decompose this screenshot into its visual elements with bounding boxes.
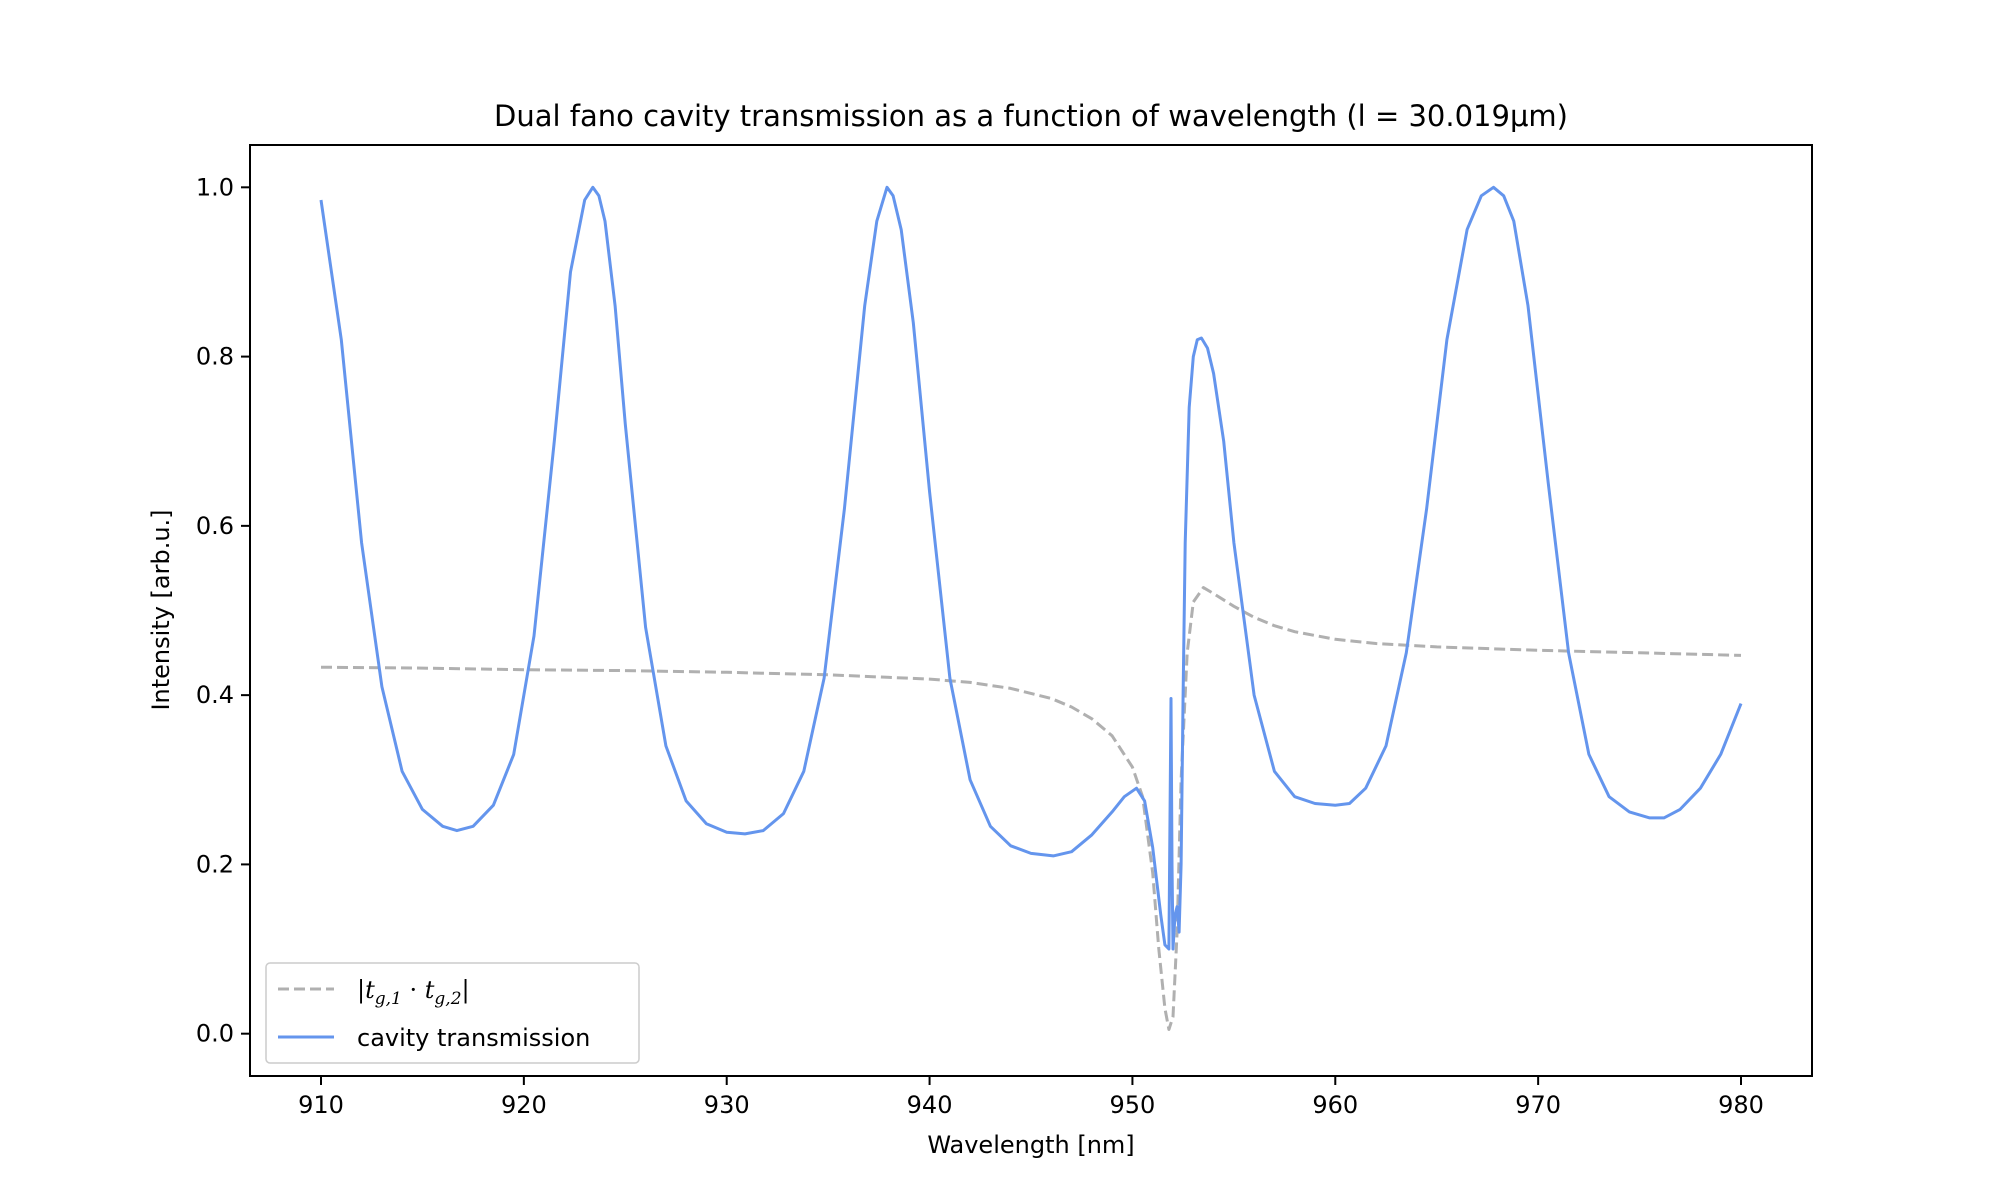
y-tick-label: 0.6 <box>196 512 234 540</box>
y-tick-label: 0.4 <box>196 681 234 709</box>
y-tick-label: 0.2 <box>196 850 234 878</box>
legend-t1: t <box>365 976 375 1004</box>
x-tick-label: 980 <box>1718 1091 1764 1119</box>
x-axis-label: Wavelength [nm] <box>927 1131 1134 1159</box>
x-tick-label: 960 <box>1312 1091 1358 1119</box>
y-axis: 0.0 0.2 0.4 0.6 0.8 1.0 <box>196 173 250 1048</box>
y-tick-label: 1.0 <box>196 173 234 201</box>
x-tick-label: 930 <box>704 1091 750 1119</box>
chart-title: Dual fano cavity transmission as a funct… <box>494 99 1568 133</box>
y-tick-label: 0.8 <box>196 343 234 371</box>
series-line-tg-product <box>320 586 1742 1031</box>
x-tick-label: 950 <box>1110 1091 1156 1119</box>
legend-label-tg-product: |tg,1 · tg,2| <box>357 976 470 1009</box>
x-axis: 910 920 930 940 950 960 970 980 <box>298 1076 1764 1119</box>
x-tick-label: 940 <box>907 1091 953 1119</box>
legend: |tg,1 · tg,2| cavity transmission <box>265 962 640 1064</box>
legend-label-cavity-transmission: cavity transmission <box>357 1024 590 1052</box>
legend-bar-right: | <box>462 976 470 1005</box>
legend-dot: · <box>402 976 425 1004</box>
legend-sub2: g,2 <box>434 989 461 1009</box>
plot-frame <box>249 144 1813 1077</box>
y-tick-label: 0.0 <box>196 1020 234 1048</box>
legend-sub1: g,1 <box>375 989 402 1009</box>
legend-t2: t <box>425 976 435 1004</box>
x-tick-label: 910 <box>298 1091 344 1119</box>
legend-box <box>265 962 640 1064</box>
x-tick-label: 970 <box>1515 1091 1561 1119</box>
series-line-cavity-transmission <box>319 185 1743 951</box>
y-axis-label: Intensity [arb.u.] <box>147 509 175 710</box>
x-tick-label: 920 <box>501 1091 547 1119</box>
plot-area <box>319 185 1743 1031</box>
legend-bar-left: | <box>357 976 365 1005</box>
